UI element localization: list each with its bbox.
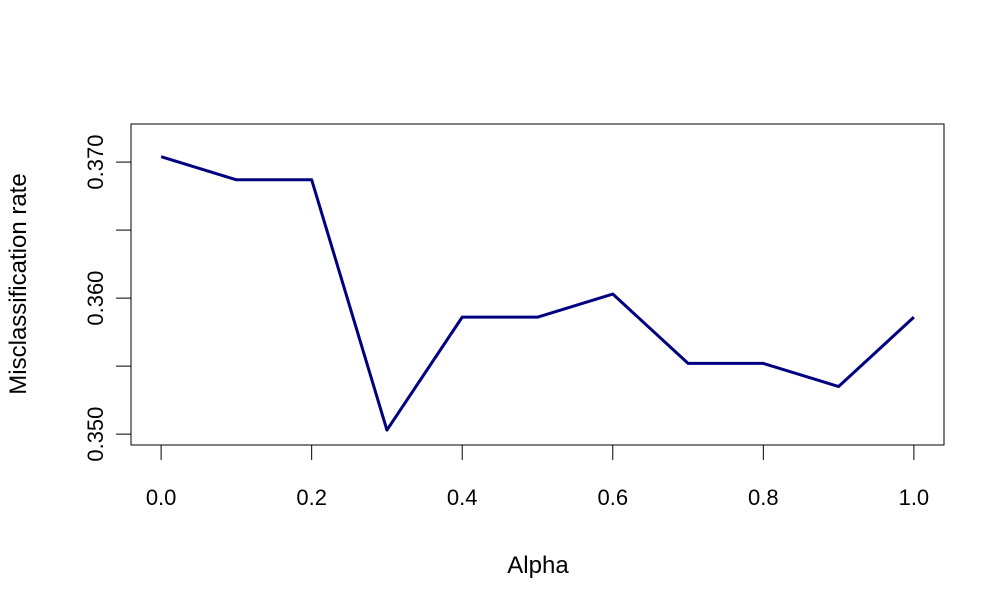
x-tick-label: 0.6 <box>597 485 628 510</box>
x-tick-label: 1.0 <box>899 485 930 510</box>
plot-frame <box>130 123 945 446</box>
x-axis-title: Alpha <box>507 552 569 579</box>
x-tick-label: 0.2 <box>296 485 327 510</box>
series-line <box>160 155 915 432</box>
x-tick-label: 0.0 <box>146 485 177 510</box>
y-axis: 0.350 0.360 0.370 <box>83 135 132 462</box>
x-axis: 0.0 0.2 0.4 0.6 0.8 1.0 <box>146 444 930 510</box>
x-tick-label: 0.4 <box>447 485 478 510</box>
y-axis-title: Misclassification rate <box>5 173 32 394</box>
y-tick-label: 0.360 <box>83 271 108 326</box>
y-tick-label: 0.350 <box>83 407 108 462</box>
y-tick-label: 0.370 <box>83 135 108 190</box>
x-tick-label: 0.8 <box>748 485 779 510</box>
